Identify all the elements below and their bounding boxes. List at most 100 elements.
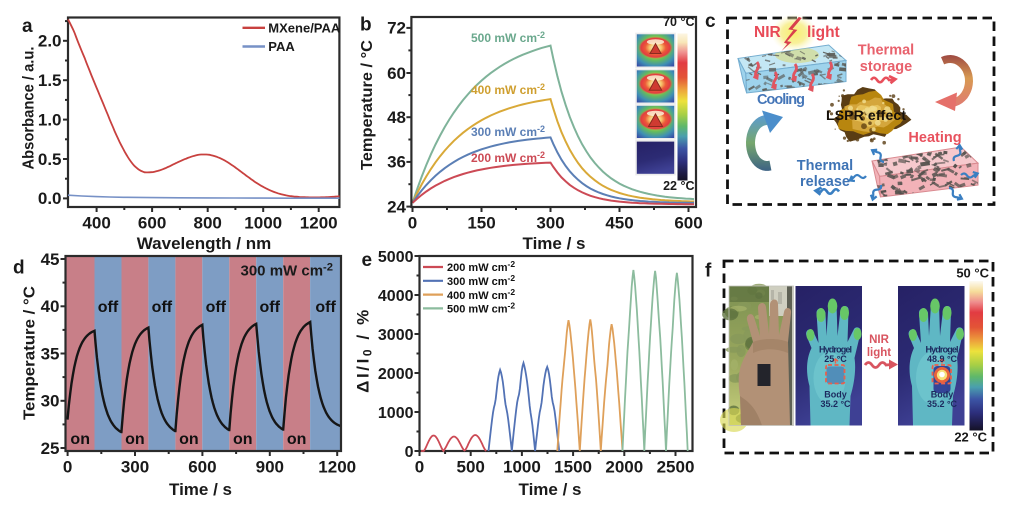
svg-text:Time / s: Time / s [169,480,232,499]
svg-text:5000: 5000 [378,249,414,266]
svg-text:f: f [705,261,712,282]
svg-text:600: 600 [138,214,166,233]
svg-text:Thermal: Thermal [797,158,853,174]
svg-text:900: 900 [256,458,284,477]
svg-text:300: 300 [121,458,149,477]
svg-text:Heating: Heating [908,130,961,146]
svg-text:450: 450 [605,214,633,233]
svg-text:1000: 1000 [244,214,282,233]
svg-text:1200: 1200 [318,458,356,477]
svg-text:MXene/PAA: MXene/PAA [268,21,341,36]
svg-text:release: release [800,174,850,190]
svg-text:2500: 2500 [657,458,695,477]
svg-text:0: 0 [408,214,417,233]
svg-text:500: 500 [457,458,485,477]
svg-text:off: off [206,299,227,316]
svg-text:0: 0 [63,458,72,477]
svg-text:400 mW cm-2: 400 mW cm-2 [447,287,515,302]
svg-text:on: on [179,431,199,448]
svg-text:c: c [705,11,716,32]
svg-text:40: 40 [41,297,60,316]
svg-text:2.0: 2.0 [38,32,62,51]
svg-text:Hydrogel: Hydrogel [926,345,959,355]
svg-text:Temperature / °C: Temperature / °C [22,286,39,420]
svg-text:Cooling: Cooling [757,92,805,108]
svg-text:30: 30 [41,392,60,411]
svg-text:1.0: 1.0 [38,110,62,129]
svg-text:300: 300 [536,214,564,233]
svg-text:1500: 1500 [554,458,592,477]
svg-text:1000: 1000 [503,458,541,477]
svg-text:1.5: 1.5 [38,71,62,90]
svg-text:150: 150 [467,214,495,233]
svg-text:PAA: PAA [268,39,295,54]
svg-text:off: off [259,299,280,316]
svg-text:on: on [233,431,253,448]
svg-text:off: off [315,299,336,316]
svg-text:36: 36 [387,153,406,172]
svg-text:0.0: 0.0 [38,189,62,208]
svg-text:ΔI/I0 / %: ΔI/I0 / % [354,307,375,393]
svg-text:25 °C: 25 °C [824,354,847,364]
svg-text:400 mW cm-2: 400 mW cm-2 [471,82,545,97]
svg-text:200 mW cm-2: 200 mW cm-2 [447,259,515,274]
svg-text:35: 35 [41,344,60,363]
svg-text:LSPR effect: LSPR effect [826,107,906,123]
svg-text:48: 48 [387,108,406,127]
svg-text:e: e [362,250,373,271]
svg-text:0: 0 [415,458,424,477]
svg-text:off: off [98,299,119,316]
svg-text:Temperature / °C: Temperature / °C [359,40,376,170]
svg-text:Absorbance / a.u.: Absorbance / a.u. [21,47,38,170]
svg-text:1200: 1200 [300,214,338,233]
svg-text:NIR: NIR [869,334,890,346]
svg-text:50 °C: 50 °C [956,266,989,281]
svg-text:3000: 3000 [378,327,414,344]
svg-text:600: 600 [674,214,702,233]
svg-text:2000: 2000 [605,458,643,477]
svg-text:35.2 °C: 35.2 °C [927,399,958,409]
svg-text:Wavelength / nm: Wavelength / nm [137,234,271,253]
svg-text:500 mW cm-2: 500 mW cm-2 [471,30,545,45]
svg-text:22 °C: 22 °C [663,179,694,193]
svg-text:25: 25 [41,439,60,458]
svg-text:Body: Body [931,390,954,400]
svg-text:400: 400 [82,214,110,233]
svg-text:0: 0 [405,444,414,461]
svg-text:light: light [807,24,840,41]
svg-text:NIR: NIR [754,24,781,41]
svg-text:24: 24 [387,197,406,216]
svg-text:Body: Body [824,390,847,400]
svg-text:35.2 °C: 35.2 °C [820,399,851,409]
svg-text:on: on [287,431,307,448]
svg-text:72: 72 [387,19,406,38]
svg-text:600: 600 [188,458,216,477]
svg-text:1000: 1000 [378,405,414,422]
svg-text:800: 800 [194,214,222,233]
svg-text:Time / s: Time / s [523,234,586,253]
svg-text:on: on [125,431,145,448]
svg-text:on: on [70,431,90,448]
svg-text:48.9 °C: 48.9 °C [927,354,958,364]
svg-text:22 °C: 22 °C [954,430,987,445]
svg-text:70 °C: 70 °C [663,15,694,29]
svg-text:500 mW cm-2: 500 mW cm-2 [447,301,515,316]
svg-text:storage: storage [860,59,912,75]
svg-text:45: 45 [41,250,60,269]
svg-text:2000: 2000 [378,366,414,383]
svg-text:b: b [360,15,372,36]
svg-text:300 mW cm-2: 300 mW cm-2 [471,124,545,139]
svg-text:200 mW cm-2: 200 mW cm-2 [471,150,545,165]
svg-text:Hydrogel: Hydrogel [819,345,852,355]
svg-text:a: a [22,16,33,37]
svg-text:Thermal: Thermal [858,43,914,59]
svg-text:4000: 4000 [378,288,414,305]
svg-text:0.5: 0.5 [38,150,62,169]
svg-text:light: light [867,347,891,359]
svg-text:Time / s: Time / s [519,480,582,499]
svg-text:60: 60 [387,64,406,83]
svg-text:d: d [13,258,25,279]
svg-text:off: off [152,299,173,316]
svg-text:300 mW cm-2: 300 mW cm-2 [241,261,334,279]
svg-text:300 mW cm-2: 300 mW cm-2 [447,273,515,288]
